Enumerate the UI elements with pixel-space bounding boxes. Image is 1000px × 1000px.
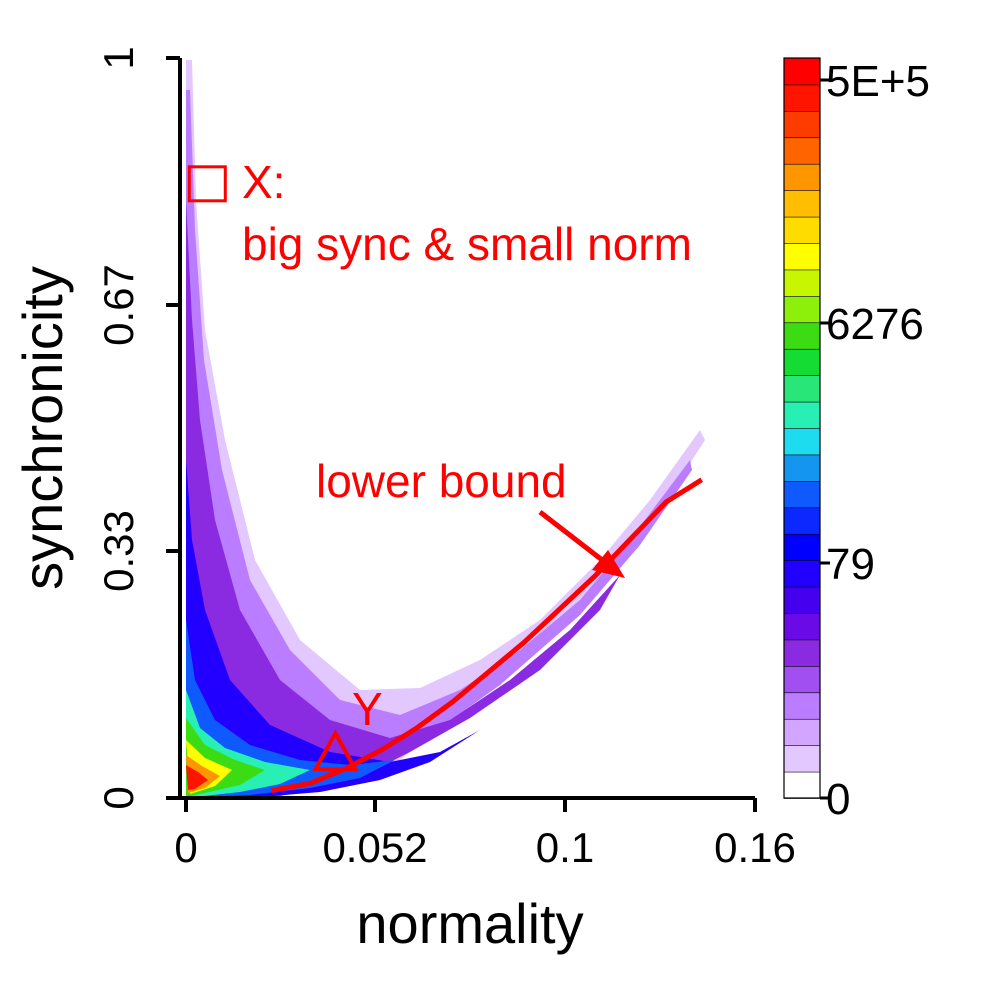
colorbar-swatch (783, 84, 821, 112)
colorbar-tick-label: 5E+5 (826, 57, 930, 106)
density-region (186, 765, 208, 790)
x-tick-label: 0 (174, 824, 197, 871)
colorbar-swatch (783, 744, 821, 773)
colorbar-swatch (783, 639, 821, 667)
y-tick-label: 0.67 (95, 264, 142, 346)
y-tick-label: 0.33 (95, 510, 142, 592)
y-axis-title: synchronicity (11, 266, 74, 590)
colorbar-ticks: 0 79 6276 5E+5 (820, 57, 930, 824)
y-ticks: 0 0.33 0.67 1 (95, 46, 180, 810)
colorbar (783, 57, 821, 799)
colorbar-swatch (783, 506, 821, 535)
y-annotation-label: Y (352, 683, 383, 735)
colorbar-swatch (783, 691, 821, 720)
y-tick-label: 0 (95, 786, 142, 809)
x-tick-label: 0.052 (322, 824, 427, 871)
x-annotation-label: X: (242, 156, 285, 208)
colorbar-tick-label: 0 (826, 775, 850, 824)
colorbar-swatch (783, 57, 821, 86)
colorbar-swatch (783, 348, 821, 376)
y-tick-label: 1 (95, 46, 142, 69)
x-marker-square (187, 165, 227, 203)
lower-bound-annotation: lower bound (316, 455, 567, 507)
colorbar-swatch (783, 612, 821, 641)
x-tick-label: 0.16 (714, 824, 796, 871)
density-region (186, 90, 692, 798)
colorbar-swatch (783, 163, 821, 191)
colorbar-swatch (783, 454, 821, 482)
colorbar-swatch (783, 427, 821, 456)
colorbar-swatch (783, 321, 821, 350)
x-axis-title: normality (356, 892, 583, 955)
colorbar-swatch (783, 189, 821, 218)
colorbar-swatch (783, 533, 821, 561)
colorbar-swatch (783, 586, 821, 614)
colorbar-swatch (783, 718, 821, 746)
colorbar-swatch (783, 480, 821, 509)
colorbar-swatch (783, 771, 821, 799)
colorbar-tick-label: 79 (826, 540, 875, 589)
colorbar-swatch (783, 374, 821, 403)
colorbar-swatch (783, 665, 821, 694)
colorbar-swatch (783, 216, 821, 244)
x-tick-label: 0.1 (536, 824, 594, 871)
colorbar-swatch (783, 110, 821, 139)
axes (178, 58, 755, 800)
colorbar-swatch (783, 269, 821, 297)
x-ticks: 0 0.052 0.1 0.16 (174, 798, 796, 871)
density-region (186, 460, 480, 798)
lower-bound-arrow (538, 510, 625, 578)
y-marker-triangle (312, 729, 359, 772)
colorbar-swatch (783, 295, 821, 324)
x-annotation-desc: big sync & small norm (242, 218, 692, 270)
colorbar-swatch (783, 242, 821, 271)
density-heatmap (186, 60, 705, 798)
colorbar-tick-label: 6276 (826, 300, 924, 349)
colorbar-swatch (783, 401, 821, 429)
colorbar-swatch (783, 136, 821, 165)
colorbar-swatch (783, 559, 821, 588)
